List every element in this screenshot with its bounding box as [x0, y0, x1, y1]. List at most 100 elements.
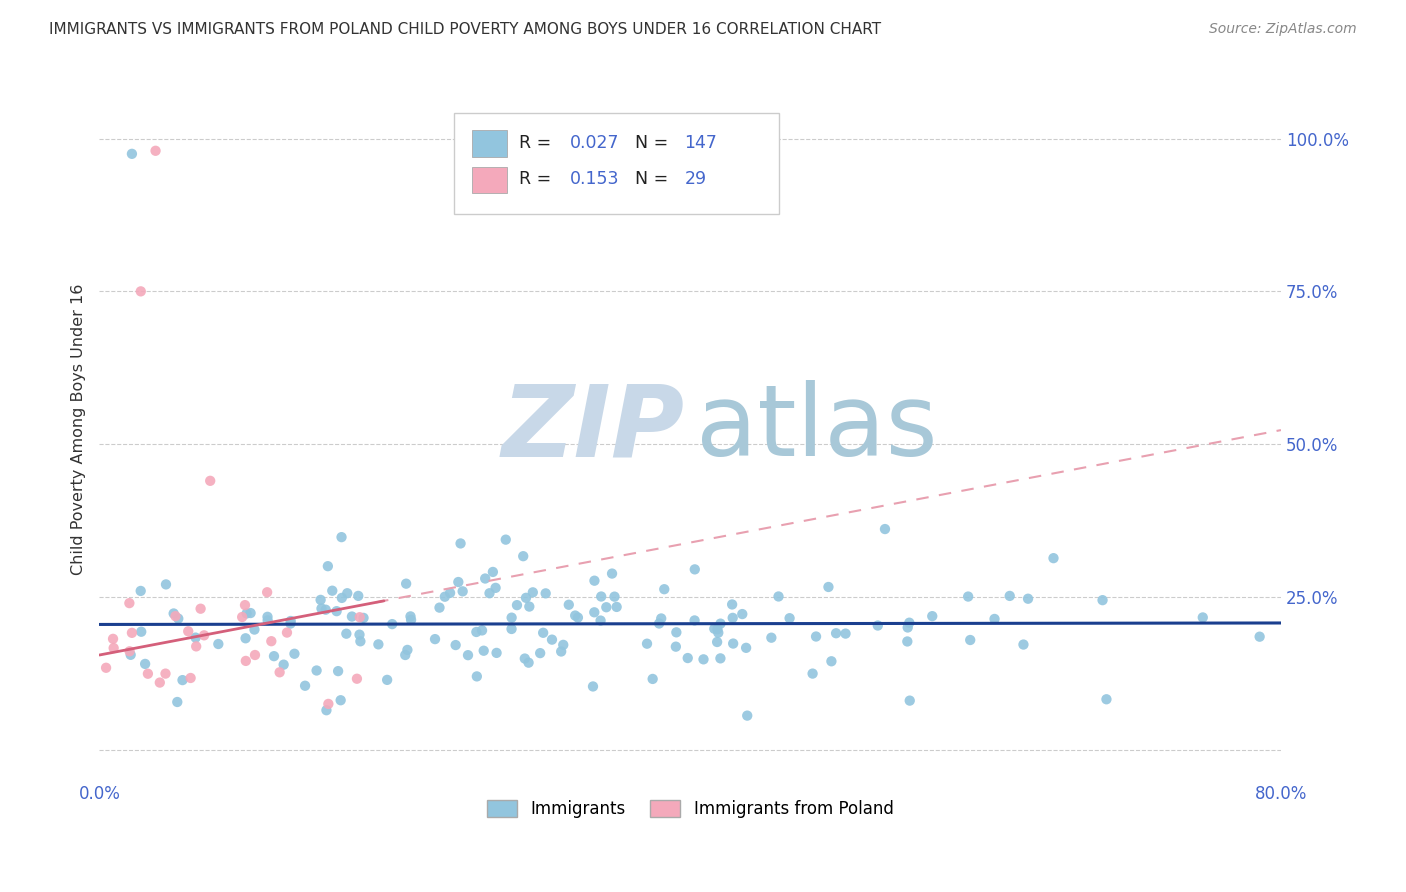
Point: [898, 615, 921, 630]
Point: [582, 680, 605, 694]
Point: [921, 609, 943, 624]
Point: [121, 625, 143, 640]
Point: [531, 625, 554, 640]
Point: [707, 625, 730, 640]
Point: [550, 644, 572, 658]
Point: [134, 657, 156, 671]
Text: 29: 29: [685, 170, 706, 188]
Point: [873, 522, 896, 536]
Point: [1095, 692, 1118, 706]
Point: [315, 603, 337, 617]
Point: [484, 581, 506, 595]
Point: [706, 635, 728, 649]
Point: [820, 654, 842, 668]
Point: [897, 620, 920, 634]
Point: [340, 609, 363, 624]
Point: [180, 671, 202, 685]
Point: [825, 626, 848, 640]
Point: [595, 600, 617, 615]
Point: [517, 599, 540, 614]
Point: [534, 586, 557, 600]
Point: [817, 580, 839, 594]
Point: [600, 566, 623, 581]
Legend: Immigrants, Immigrants from Poland: Immigrants, Immigrants from Poland: [479, 793, 900, 825]
Point: [367, 637, 389, 651]
Point: [465, 625, 488, 640]
Point: [121, 146, 143, 161]
Point: [709, 651, 731, 665]
FancyBboxPatch shape: [454, 112, 779, 214]
Point: [103, 640, 125, 655]
Point: [433, 590, 456, 604]
Point: [155, 666, 177, 681]
Point: [316, 559, 339, 574]
Point: [529, 646, 551, 660]
Point: [606, 599, 628, 614]
Point: [957, 590, 980, 604]
Point: [318, 697, 340, 711]
Point: [439, 586, 461, 600]
Point: [472, 644, 495, 658]
Point: [735, 708, 758, 723]
Point: [335, 626, 357, 640]
Point: [495, 533, 517, 547]
Point: [349, 627, 371, 641]
Point: [330, 530, 353, 544]
Text: 147: 147: [685, 134, 717, 152]
Point: [273, 657, 295, 672]
Point: [482, 565, 505, 579]
Point: [423, 632, 446, 647]
Y-axis label: Child Poverty Among Boys Under 16: Child Poverty Among Boys Under 16: [72, 283, 86, 574]
Text: ZIP: ZIP: [502, 380, 685, 477]
Point: [513, 651, 536, 665]
Point: [294, 679, 316, 693]
Point: [231, 610, 253, 624]
Point: [193, 628, 215, 642]
Point: [567, 610, 589, 624]
Point: [243, 623, 266, 637]
Point: [330, 591, 353, 605]
Point: [896, 634, 918, 648]
Point: [200, 474, 222, 488]
Point: [665, 640, 688, 654]
Point: [501, 622, 523, 636]
Point: [167, 612, 190, 626]
Point: [721, 611, 744, 625]
Point: [731, 607, 754, 621]
Point: [283, 647, 305, 661]
Point: [589, 614, 612, 628]
Point: [478, 586, 501, 600]
Point: [983, 612, 1005, 626]
Point: [207, 637, 229, 651]
Point: [506, 598, 529, 612]
Point: [451, 584, 474, 599]
Point: [898, 693, 921, 707]
Point: [309, 593, 332, 607]
Point: [703, 622, 725, 636]
Point: [235, 632, 257, 646]
Text: R =: R =: [519, 134, 557, 152]
Point: [145, 144, 167, 158]
Text: R =: R =: [519, 170, 557, 188]
Point: [512, 549, 534, 564]
Point: [959, 632, 981, 647]
Point: [243, 648, 266, 662]
Point: [396, 643, 419, 657]
Point: [190, 601, 212, 615]
Point: [804, 630, 827, 644]
Point: [603, 590, 626, 604]
Point: [801, 666, 824, 681]
Point: [553, 638, 575, 652]
Point: [120, 648, 142, 662]
Point: [650, 611, 672, 625]
Point: [315, 703, 337, 717]
Point: [834, 626, 856, 640]
Point: [665, 625, 688, 640]
Point: [866, 618, 889, 632]
Text: 0.153: 0.153: [569, 170, 619, 188]
Point: [1091, 593, 1114, 607]
Point: [118, 596, 141, 610]
Point: [583, 605, 606, 619]
Point: [721, 598, 744, 612]
Point: [321, 583, 343, 598]
